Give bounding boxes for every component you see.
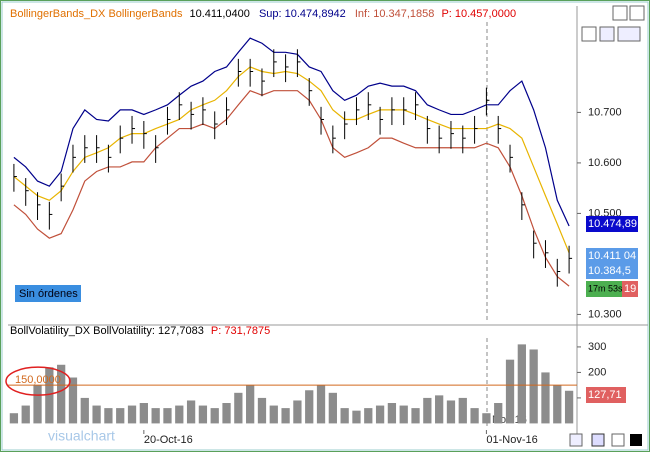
value-tag [586, 387, 626, 403]
bar [364, 408, 373, 424]
button[interactable] [617, 26, 641, 42]
price-tag [586, 263, 638, 279]
bar [482, 413, 491, 424]
price-tag-label: 10.384,5 [588, 265, 631, 277]
bar [92, 405, 101, 424]
button[interactable] [591, 433, 605, 447]
bar [316, 385, 326, 424]
bar [375, 405, 385, 424]
header-item: Sup: 10.474,8942 [259, 8, 346, 20]
bar [21, 405, 30, 424]
bar [340, 408, 349, 424]
bar [505, 359, 515, 424]
bar [517, 344, 526, 424]
bar [352, 410, 361, 424]
watermark: visualchart [48, 428, 115, 444]
bar [281, 408, 290, 424]
x-tick-label: 20-Oct-16 [144, 434, 193, 446]
price-tag-label: 10.474,89 [588, 218, 637, 230]
bar [210, 408, 219, 424]
price-header: BollingerBands_DX BollingerBands 10.411,… [10, 8, 516, 20]
header-item: 10.411,0400 [190, 8, 250, 20]
header-item: P: 731,7875 [211, 325, 270, 337]
y-tick-label: 200 [588, 366, 606, 378]
bar [387, 403, 397, 424]
y-tick-label: 10.700 [588, 106, 622, 118]
y-tick-label: 10.600 [588, 157, 622, 169]
bar [458, 397, 467, 424]
header-item: Inf: 10.347,1858 [355, 8, 435, 20]
bar [293, 400, 302, 424]
bar [80, 397, 89, 424]
y-tick-label: 300 [588, 341, 606, 353]
toolbar [569, 5, 645, 447]
value-tag-label: 127,71 [588, 389, 622, 401]
button[interactable] [612, 5, 628, 21]
bar [446, 400, 456, 424]
bar [198, 405, 208, 424]
bar [116, 408, 125, 424]
bar [257, 397, 267, 424]
bar [399, 405, 408, 424]
price-tag [586, 216, 638, 232]
button[interactable] [569, 433, 583, 447]
bar [57, 364, 66, 424]
price-tag [622, 281, 638, 297]
band-line [13, 89, 570, 287]
bar [139, 403, 148, 424]
bar [68, 377, 78, 424]
button[interactable] [629, 5, 645, 21]
highlight [5, 366, 71, 396]
button[interactable] [599, 26, 615, 42]
button[interactable] [581, 26, 597, 42]
bar [163, 408, 172, 424]
bar [470, 408, 479, 424]
price-tag-label: 19 [624, 283, 636, 295]
bar [269, 405, 278, 424]
header-item: P: 10.457,0000 [441, 8, 516, 20]
bar [564, 390, 574, 424]
bar [186, 400, 196, 424]
bar [127, 405, 137, 424]
threshold-label: 150,0000 [15, 374, 61, 386]
bar [328, 392, 337, 424]
bar [529, 349, 538, 424]
bar [305, 390, 314, 424]
bar [33, 385, 42, 424]
status-text: Sin órdenes [19, 288, 78, 300]
bar [222, 403, 231, 424]
bar [494, 403, 503, 424]
bar [9, 413, 19, 424]
bar [246, 385, 255, 424]
vol-header: BollVolatility_DX BollVolatility: 127,70… [10, 325, 270, 337]
button[interactable] [611, 433, 625, 447]
y-tick-label: 10.300 [588, 308, 622, 320]
header-item: BollVolatility_DX BollVolatility: 127,70… [10, 325, 204, 337]
bar [104, 408, 113, 424]
price-tag [586, 248, 638, 264]
price-tag [586, 281, 622, 297]
band-line [13, 37, 570, 227]
bar [45, 367, 54, 424]
bar [151, 408, 160, 424]
button[interactable] [630, 434, 642, 446]
bar [435, 395, 444, 424]
bar [423, 397, 432, 424]
x-tick-label: 01-Nov-16 [486, 434, 537, 446]
bar [175, 405, 184, 424]
price-tag-label: 10.411 04 [588, 250, 636, 262]
bar [541, 372, 550, 424]
bar [234, 392, 243, 424]
status-box [15, 285, 81, 302]
price-tag-label: 17m 53s [588, 283, 623, 293]
header-item: BollingerBands_DX BollingerBands [10, 8, 183, 20]
bar [411, 408, 420, 424]
bar [553, 385, 562, 424]
